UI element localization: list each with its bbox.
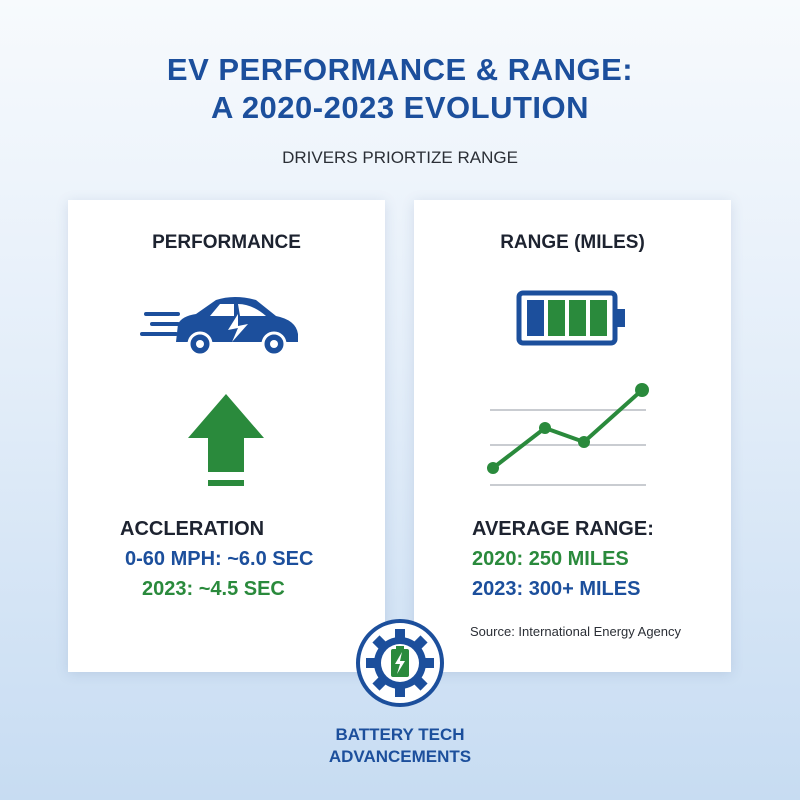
metric-label: AVERAGE RANGE: [472, 518, 654, 540]
title-line: A 2020-2023 EVOLUTION [210, 90, 590, 125]
title-line: EV PERFORMANCE & RANGE: [166, 52, 634, 87]
performance-card: PERFORMANCE ACCLERATION 0-60 MPH: ~6.0 S… [68, 200, 385, 672]
trend-icon [487, 383, 649, 486]
metric-label: ACCLERATION [120, 518, 265, 540]
badge-line: ADVANCEMENTS [328, 747, 472, 766]
metric-line: 0-60 MPH: ~6.0 SEC [125, 548, 314, 570]
badge-line: BATTERY TECH [335, 725, 465, 744]
up-arrow-icon [188, 394, 264, 486]
badge-icon [356, 619, 444, 707]
car-icon [140, 297, 298, 357]
card-title: RANGE (MILES) [500, 232, 645, 253]
source-note: Source: International Energy Agency [470, 624, 682, 639]
card-title: PERFORMANCE [152, 232, 301, 253]
subtitle: DRIVERS PRIORTIZE RANGE [282, 148, 518, 167]
range-card: RANGE (MILES) AVERAGE RANGE: 2020: 250 M… [414, 200, 731, 672]
battery-icon [516, 290, 625, 346]
metric-line: 2020: 250 MILES [472, 548, 629, 570]
metric-line: 2023: ~4.5 SEC [142, 578, 285, 600]
metric-line: 2023: 300+ MILES [472, 578, 641, 600]
